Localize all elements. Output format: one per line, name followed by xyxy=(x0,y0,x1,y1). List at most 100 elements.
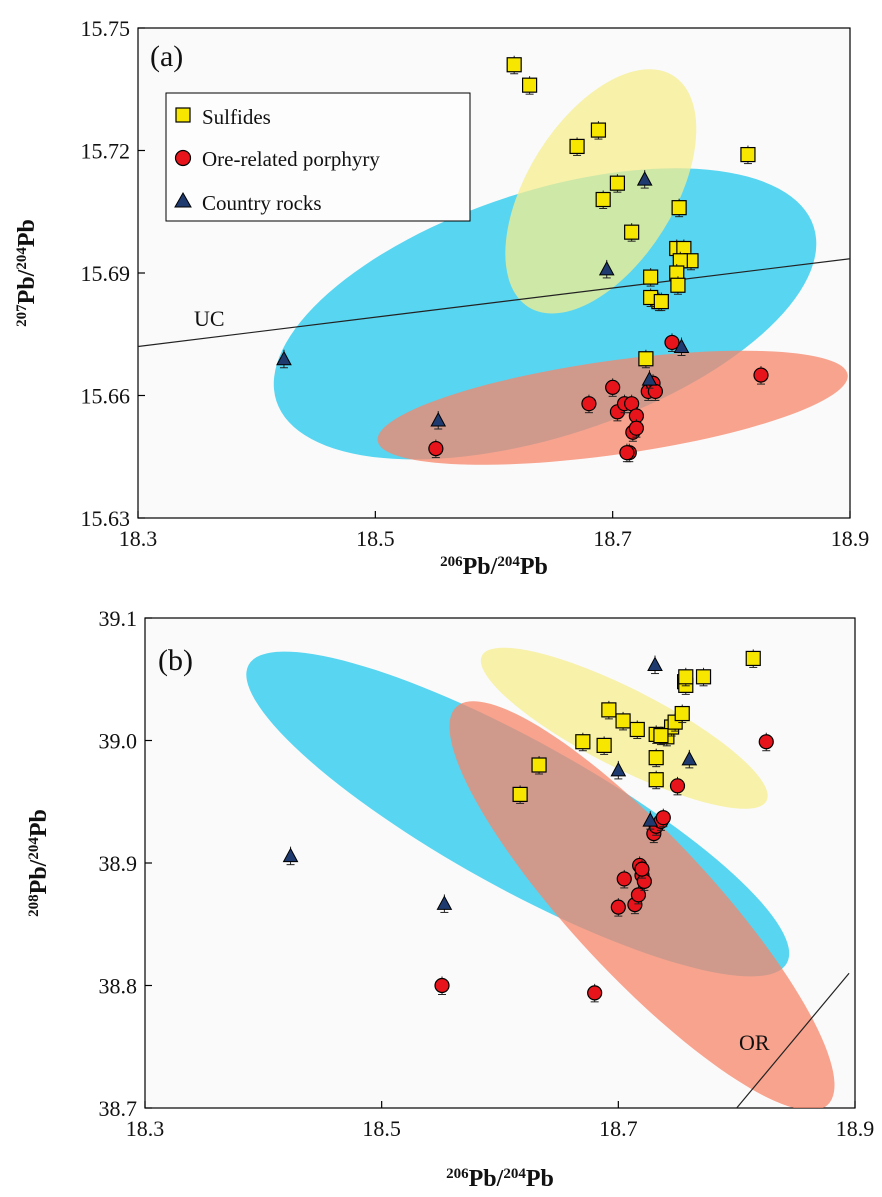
point-sulfides xyxy=(512,786,528,803)
point-sulfides xyxy=(575,734,591,750)
x-tick-label: 18.7 xyxy=(593,526,632,551)
x-tick-label: 18.7 xyxy=(599,1116,638,1141)
point-country-rocks xyxy=(636,171,653,186)
point-sulfides xyxy=(671,200,687,216)
x-tick-label: 18.9 xyxy=(836,1116,875,1141)
point-sulfides xyxy=(595,191,611,208)
reference-line-label-uc: UC xyxy=(194,306,225,331)
point-ore-related-porphyry xyxy=(655,810,671,826)
point-sulfides xyxy=(609,175,626,191)
y-tick-label: 38.9 xyxy=(99,851,138,876)
point-sulfides xyxy=(624,224,640,240)
point-sulfides xyxy=(740,146,756,163)
legend-label-ore-related-porphyry: Ore-related porphyry xyxy=(202,147,380,171)
point-sulfides xyxy=(695,669,712,685)
legend-marker-ore-related-porphyry xyxy=(174,149,192,167)
point-ore-related-porphyry xyxy=(758,734,774,750)
point-country-rocks xyxy=(647,656,663,672)
x-axis-label-a: 206Pb/204Pb xyxy=(440,554,548,580)
point-ore-related-porphyry xyxy=(434,977,450,994)
panel-label-b: (b) xyxy=(158,644,193,677)
legend-label-sulfides: Sulfides xyxy=(202,105,271,129)
point-sulfides xyxy=(596,737,612,754)
point-sulfides xyxy=(674,705,690,722)
legend-label-country-rocks: Country rocks xyxy=(202,191,322,215)
point-country-rocks xyxy=(430,411,447,427)
y-tick-label: 15.69 xyxy=(81,261,131,286)
point-ore-related-porphyry xyxy=(630,887,647,903)
reference-line-or xyxy=(736,972,850,1108)
x-tick-label: 18.3 xyxy=(119,526,158,551)
point-sulfides xyxy=(653,293,669,310)
point-sulfides xyxy=(745,650,761,667)
legend: Sulfides Ore-related porphyry Country ro… xyxy=(165,92,471,222)
point-sulfides xyxy=(569,138,585,155)
point-sulfides xyxy=(648,772,664,788)
point-ore-related-porphyry xyxy=(581,396,597,412)
point-ore-related-porphyry xyxy=(610,899,626,915)
x-tick-label: 18.9 xyxy=(831,526,870,551)
point-country-rocks xyxy=(642,812,659,827)
point-sulfides xyxy=(638,351,654,367)
y-tick-label: 38.8 xyxy=(99,974,138,999)
data-points-a xyxy=(276,55,769,463)
y-tick-label: 38.7 xyxy=(99,1096,138,1121)
point-country-rocks xyxy=(282,847,299,863)
point-ore-related-porphyry xyxy=(636,873,652,889)
y-axis-label-b: 208Pb/204Pb xyxy=(26,809,52,917)
panel-label-a: (a) xyxy=(150,40,183,73)
legend-marker-sulfides xyxy=(175,107,191,123)
point-sulfides xyxy=(590,122,607,138)
point-country-rocks xyxy=(681,750,698,766)
y-tick-label: 15.63 xyxy=(81,506,131,531)
reference-lines-a xyxy=(138,258,850,348)
y-axis-label-a: 207Pb/204Pb xyxy=(14,219,40,327)
point-ore-related-porphyry xyxy=(619,445,635,461)
point-sulfides xyxy=(643,269,659,285)
point-ore-related-porphyry xyxy=(634,861,650,877)
point-country-rocks xyxy=(673,338,690,353)
reference-line-label-or: OR xyxy=(739,1030,770,1055)
point-ore-related-porphyry xyxy=(664,334,680,351)
field-ellipse-sulfides xyxy=(505,69,697,314)
point-ore-related-porphyry xyxy=(587,985,603,1001)
point-ore-related-porphyry xyxy=(605,379,621,395)
panel-b: 18.3 18.5 18.7 18.9 38.7 38.8 38.9 39.0 39.1 (b)… xyxy=(26,606,875,1192)
point-sulfides xyxy=(670,277,686,293)
point-sulfides xyxy=(615,713,631,729)
point-ore-related-porphyry xyxy=(669,778,686,794)
point-sulfides xyxy=(506,57,522,73)
point-sulfides xyxy=(521,77,538,93)
x-tick-label: 18.3 xyxy=(126,1116,165,1141)
reference-line-uc xyxy=(138,258,850,348)
y-tick-label: 15.66 xyxy=(81,384,131,409)
point-sulfides xyxy=(678,669,694,685)
point-sulfides xyxy=(531,757,547,773)
point-sulfides xyxy=(653,727,669,744)
point-country-rocks xyxy=(641,371,658,386)
axis-ticks-b: 18.3 18.5 18.7 18.9 38.7 38.8 38.9 39.0 39.1 xyxy=(99,606,875,1141)
point-ore-related-porphyry xyxy=(628,420,645,436)
point-country-rocks xyxy=(436,895,453,910)
x-tick-label: 18.5 xyxy=(356,526,395,551)
point-ore-related-porphyry xyxy=(753,367,769,383)
y-tick-label: 15.75 xyxy=(81,16,131,41)
point-sulfides xyxy=(601,702,617,718)
point-country-rocks xyxy=(276,350,292,366)
point-sulfides xyxy=(629,721,645,738)
panel-a: 18.3 18.5 18.7 18.9 15.63 15.66 15.69 15.72 15.7… xyxy=(14,16,869,580)
axis-ticks-a: 18.3 18.5 18.7 18.9 15.63 15.66 15.69 15.72 15.7… xyxy=(81,16,870,551)
reference-lines-b xyxy=(736,972,850,1108)
point-country-rocks xyxy=(598,260,615,276)
point-sulfides xyxy=(648,750,664,766)
legend-marker-country-rocks xyxy=(174,191,192,208)
data-points-b xyxy=(282,649,774,1003)
point-country-rocks xyxy=(610,761,627,777)
y-tick-label: 39.0 xyxy=(99,729,138,754)
x-axis-label-b: 206Pb/204Pb xyxy=(446,1166,554,1192)
point-ore-related-porphyry xyxy=(616,871,632,887)
legend-box xyxy=(165,92,471,222)
x-tick-label: 18.5 xyxy=(362,1116,401,1141)
y-tick-label: 39.1 xyxy=(99,606,138,631)
